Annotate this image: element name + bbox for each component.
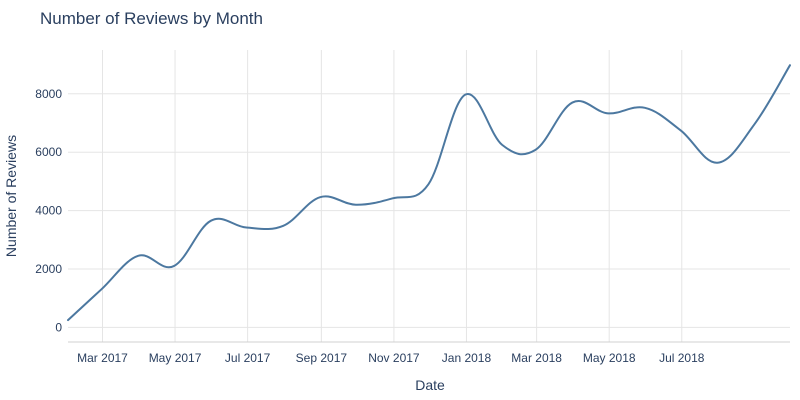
x-tick-label: Sep 2017: [296, 351, 348, 365]
series-layer: [66, 63, 792, 322]
data-point: [172, 264, 176, 268]
data-point: [66, 318, 70, 322]
data-point: [679, 128, 683, 132]
data-point: [715, 161, 719, 165]
data-point: [606, 111, 610, 115]
data-point: [354, 203, 358, 207]
data-point: [318, 195, 322, 199]
y-axis-title: Number of Reviews: [3, 135, 19, 257]
data-point: [752, 122, 756, 126]
x-axis-title: Date: [415, 377, 445, 393]
data-point: [136, 254, 140, 258]
data-point: [643, 106, 647, 110]
data-point: [281, 224, 285, 228]
data-point: [209, 219, 213, 223]
y-tick-label: 4000: [35, 204, 62, 218]
y-tick-label: 2000: [35, 262, 62, 276]
data-point: [426, 182, 430, 186]
y-tick-label: 8000: [35, 87, 62, 101]
data-point: [244, 226, 248, 230]
data-point: [391, 196, 395, 200]
data-point: [500, 143, 504, 147]
y-tick-label: 0: [55, 320, 62, 334]
data-point: [99, 287, 103, 291]
data-point: [463, 93, 467, 97]
x-tick-label: May 2018: [583, 351, 636, 365]
grid-layer: [68, 50, 790, 342]
x-tick-label: Jul 2017: [225, 351, 271, 365]
data-point: [570, 101, 574, 105]
x-tick-label: May 2017: [149, 351, 202, 365]
data-point: [533, 148, 537, 152]
x-tick-label: Jul 2018: [659, 351, 705, 365]
series-line-0: [67, 64, 791, 322]
y-tick-label: 6000: [35, 145, 62, 159]
data-point: [788, 63, 792, 67]
x-tick-label: Jan 2018: [442, 351, 492, 365]
chart-title: Number of Reviews by Month: [40, 9, 263, 28]
x-tick-label: Mar 2018: [511, 351, 562, 365]
tick-layer: 0 2000 4000 6000 8000 Mar 2017 May 2017 Jul 201…: [35, 87, 704, 365]
x-tick-label: Mar 2017: [77, 351, 128, 365]
x-tick-label: Nov 2017: [368, 351, 420, 365]
